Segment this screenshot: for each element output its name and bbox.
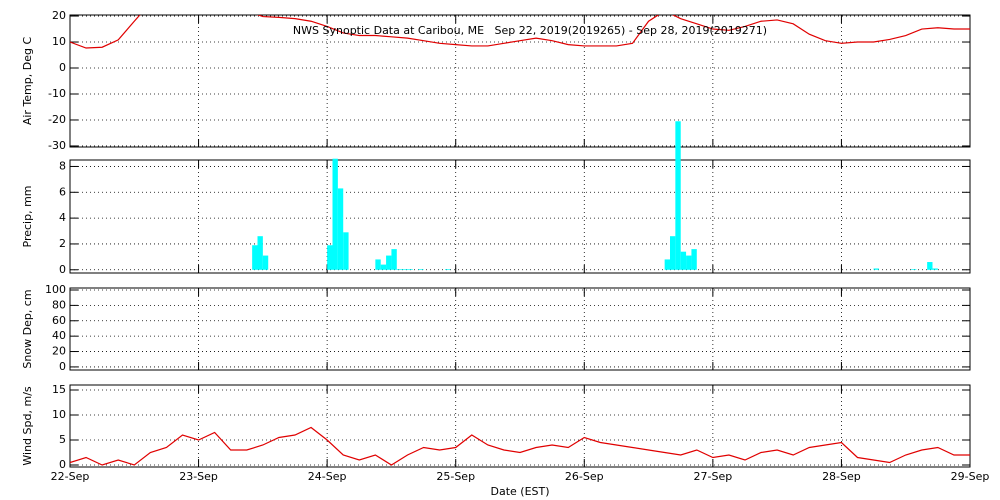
bar bbox=[407, 269, 413, 270]
bar bbox=[337, 188, 344, 270]
y-axis-label: Snow Dep, cm bbox=[21, 289, 34, 368]
x-tick-label: 22-Sep bbox=[51, 470, 90, 483]
bar bbox=[664, 259, 670, 270]
bar bbox=[252, 245, 258, 270]
plot-frame bbox=[69, 384, 971, 468]
bar bbox=[911, 269, 917, 270]
bar bbox=[873, 268, 879, 270]
y-tick-label: 2 bbox=[59, 237, 66, 250]
y-axis-label: Wind Spd, m/s bbox=[21, 386, 34, 466]
x-tick-label: 27-Sep bbox=[694, 470, 733, 483]
y-tick-label: 10 bbox=[52, 408, 66, 421]
bar bbox=[445, 269, 451, 270]
x-tick-label: 29-Sep bbox=[951, 470, 990, 483]
y-tick-label: 15 bbox=[52, 383, 66, 396]
y-tick-label: 0 bbox=[59, 458, 66, 471]
y-tick-label: 8 bbox=[59, 159, 66, 172]
y-tick-label: 4 bbox=[59, 211, 66, 224]
y-tick-label: 80 bbox=[52, 298, 66, 311]
bar bbox=[691, 249, 697, 270]
y-tick-label: 0 bbox=[59, 360, 66, 373]
bar bbox=[927, 262, 933, 270]
x-tick-label: 25-Sep bbox=[436, 470, 475, 483]
plot-frame bbox=[69, 287, 971, 371]
plot-frame bbox=[69, 159, 971, 274]
bar bbox=[262, 255, 269, 270]
y-tick-label: -30 bbox=[48, 139, 66, 152]
bar bbox=[418, 269, 424, 270]
x-axis-label: Date (EST) bbox=[490, 485, 549, 498]
y-tick-label: 20 bbox=[52, 9, 66, 22]
bar bbox=[396, 269, 403, 270]
y-tick-label: 100 bbox=[45, 283, 66, 296]
bar bbox=[932, 268, 938, 270]
line-series bbox=[70, 426, 970, 466]
bar bbox=[386, 255, 392, 270]
line-series bbox=[70, 15, 970, 49]
y-tick-label: -10 bbox=[48, 87, 66, 100]
bar bbox=[670, 236, 676, 270]
y-tick-label: -20 bbox=[48, 113, 66, 126]
x-tick-label: 26-Sep bbox=[565, 470, 604, 483]
y-tick-label: 60 bbox=[52, 314, 66, 327]
y-tick-label: 5 bbox=[59, 433, 66, 446]
bar bbox=[375, 259, 381, 270]
plot-frame bbox=[69, 14, 971, 148]
chart-title: NWS Synoptic Data at Caribou, ME Sep 22,… bbox=[293, 24, 767, 37]
bar bbox=[675, 121, 681, 270]
bar bbox=[343, 232, 349, 270]
bar bbox=[402, 269, 408, 270]
bar bbox=[391, 249, 397, 270]
y-axis-label: Precip, mm bbox=[21, 186, 34, 248]
bar bbox=[332, 158, 338, 270]
bar bbox=[380, 264, 387, 270]
x-tick-label: 24-Sep bbox=[308, 470, 347, 483]
bar bbox=[680, 251, 687, 270]
y-tick-label: 40 bbox=[52, 329, 66, 342]
y-tick-label: 10 bbox=[52, 35, 66, 48]
y-axis-label: Air Temp, Deg C bbox=[21, 37, 34, 126]
bar bbox=[257, 236, 263, 270]
y-tick-label: 20 bbox=[52, 345, 66, 358]
y-tick-label: 6 bbox=[59, 185, 66, 198]
y-tick-label: 0 bbox=[59, 61, 66, 74]
y-tick-label: 0 bbox=[59, 263, 66, 276]
x-tick-label: 28-Sep bbox=[822, 470, 861, 483]
bar bbox=[686, 255, 692, 270]
bar bbox=[327, 245, 333, 270]
x-tick-label: 23-Sep bbox=[179, 470, 218, 483]
